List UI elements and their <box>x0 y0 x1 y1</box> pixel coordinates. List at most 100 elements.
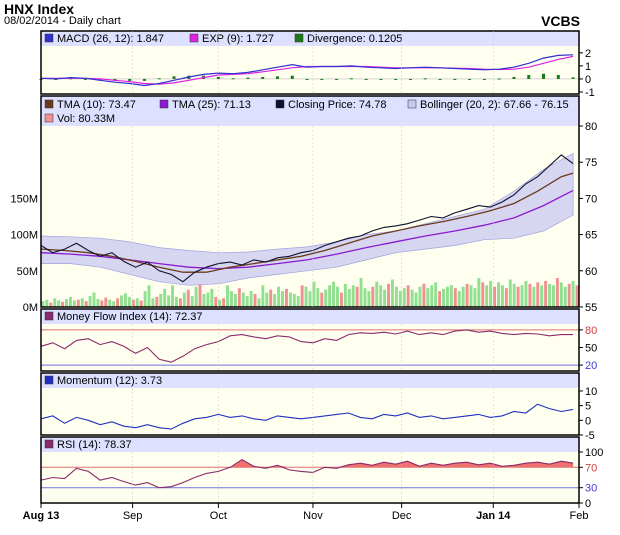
divergence-bar <box>335 78 339 80</box>
volume-bar <box>178 298 182 307</box>
macd-line <box>40 54 574 87</box>
volume-bar <box>88 296 92 307</box>
macd-y-tick-label: 2 <box>585 48 591 60</box>
divergence-bar <box>261 76 265 79</box>
price-legend <box>41 96 579 126</box>
volume-bar <box>347 288 351 307</box>
volume-bar <box>112 301 116 307</box>
volume-bar <box>281 291 284 307</box>
closing-price-line <box>40 154 574 283</box>
volume-bar <box>540 285 544 307</box>
x-tick-label: Feb <box>570 510 589 522</box>
mfi-legend <box>41 309 579 324</box>
rsi-tick-label: 30 <box>585 483 597 495</box>
price-y-tick-label: 65 <box>585 230 597 242</box>
legend-volume-label: Vol: 80.33M <box>57 113 115 125</box>
legend-close-label: Closing Price: 74.78 <box>288 99 386 111</box>
x-tick-label: Nov <box>303 510 323 522</box>
volume-bar <box>186 289 190 307</box>
volume-bar <box>253 293 257 307</box>
volume-bar <box>414 292 418 307</box>
volume-bar <box>379 285 383 307</box>
rsi-tick-label: 0 <box>585 498 591 510</box>
mfi-tick-label: 50 <box>585 343 597 355</box>
volume-bar <box>300 285 304 307</box>
volume-bar <box>273 293 277 307</box>
legend-momentum-swatch <box>44 375 54 385</box>
tma10-line <box>40 172 574 273</box>
volume-bar <box>206 292 210 307</box>
divergence-bar <box>320 78 324 80</box>
volume-bar <box>359 278 363 307</box>
volume-bar <box>477 278 481 307</box>
volume-bar <box>296 296 300 307</box>
volume-bar <box>249 291 253 307</box>
volume-bar <box>108 299 112 307</box>
volume-bar <box>308 291 312 307</box>
momentum-y-tick-label: -5 <box>585 430 595 442</box>
mfi-tick-label: 20 <box>585 360 597 372</box>
legend-exp-label: EXP (9): 1.727 <box>202 33 274 45</box>
price-y-tick-label: 55 <box>585 302 597 314</box>
divergence-bar <box>349 78 353 80</box>
price-panel-border <box>40 95 580 308</box>
volume-bar <box>563 286 567 307</box>
x-tick-label: Sep <box>123 510 143 522</box>
volume-tick-label: 0M <box>23 302 38 314</box>
divergence-bar <box>231 78 235 80</box>
legend-momentum-label: Momentum (12): 3.73 <box>57 375 162 387</box>
volume-bar <box>292 293 296 307</box>
price-y-tick-label: 70 <box>585 193 597 205</box>
momentum-line <box>40 403 574 430</box>
volume-bar <box>49 302 53 307</box>
x-tick-label: Dec <box>392 510 412 522</box>
divergence-bar <box>157 78 161 80</box>
volume-bar <box>92 292 96 307</box>
volume-bar <box>159 293 163 307</box>
volume-bar <box>198 283 202 307</box>
volume-bar <box>288 292 292 307</box>
volume-bar <box>508 279 512 307</box>
legend-macd-label: MACD (26, 12): 1.847 <box>57 33 164 45</box>
divergence-bar <box>83 78 87 80</box>
volume-bar <box>457 291 461 307</box>
volume-bar <box>76 299 80 307</box>
volume-bar <box>116 298 120 307</box>
volume-bar <box>237 288 241 307</box>
volume-tick-label: 50M <box>17 266 38 278</box>
legend-rsi-swatch <box>44 439 54 449</box>
divergence-bar <box>394 78 398 80</box>
divergence-bar <box>571 77 575 79</box>
volume-tick-label: 100M <box>10 230 38 242</box>
volume-bar <box>406 285 410 307</box>
volume-bar <box>559 282 563 307</box>
volume-bar <box>548 283 552 307</box>
volume-bar <box>53 298 57 307</box>
volume-bar <box>68 296 72 307</box>
volume-bar <box>363 288 367 307</box>
volume-bar <box>575 285 579 307</box>
volume-bar <box>332 281 336 307</box>
volume-bar <box>284 288 288 307</box>
volume-bar <box>72 300 76 307</box>
divergence-bar <box>290 75 294 79</box>
volume-bar <box>391 279 394 307</box>
rsi-legend <box>41 437 579 452</box>
volume-bar <box>131 299 135 307</box>
volume-bar <box>269 289 273 307</box>
volume-bar <box>324 289 328 307</box>
momentum-y-tick-label: 0 <box>585 415 591 427</box>
volume-bar <box>222 298 226 307</box>
volume-bar <box>434 282 438 307</box>
volume-bar <box>155 296 159 307</box>
divergence-bar <box>423 78 427 80</box>
price-y-tick-label: 80 <box>585 121 597 133</box>
volume-bar <box>453 288 457 307</box>
volume-bar <box>351 285 355 307</box>
volume-bar <box>426 288 430 307</box>
volume-bar <box>210 288 214 307</box>
volume-bar <box>143 291 147 307</box>
volume-bar <box>524 280 528 307</box>
volume-bar <box>422 283 426 307</box>
divergence-bar <box>142 78 146 81</box>
